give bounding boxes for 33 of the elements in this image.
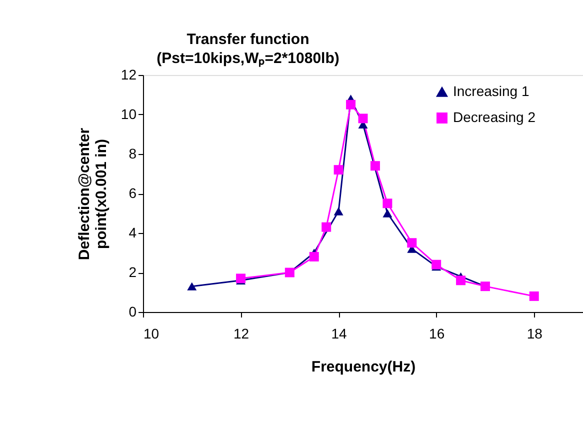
y-tick-label: 12 bbox=[120, 66, 137, 82]
x-tick-label: 18 bbox=[526, 326, 543, 342]
point bbox=[236, 274, 246, 284]
x-tick-label: 10 bbox=[144, 326, 160, 342]
x-tick-label: 12 bbox=[233, 326, 250, 342]
point bbox=[334, 207, 344, 216]
legend-label: Increasing 1 bbox=[453, 83, 530, 99]
point bbox=[322, 222, 332, 232]
y-tick-label: 4 bbox=[128, 224, 137, 240]
point bbox=[382, 209, 392, 218]
point bbox=[358, 114, 368, 124]
point bbox=[407, 238, 417, 248]
legend-label: Decreasing 2 bbox=[453, 109, 536, 125]
point bbox=[529, 291, 539, 301]
point bbox=[456, 276, 466, 286]
chart-subtitle: (Pst=10kips,Wₚ=2*1080lb) bbox=[156, 50, 340, 67]
y-tick-label: 6 bbox=[128, 185, 137, 201]
x-axis-title: Frequency(Hz) bbox=[311, 358, 416, 376]
y-axis-title: Deflection@center point(x0.001 in) bbox=[76, 128, 110, 260]
point bbox=[334, 165, 344, 175]
x-tick-label: 16 bbox=[429, 326, 445, 342]
point bbox=[309, 252, 319, 262]
y-tick-label: 0 bbox=[128, 304, 137, 320]
y-tick-label: 10 bbox=[120, 106, 137, 122]
point bbox=[382, 198, 392, 208]
x-tick-label: 14 bbox=[331, 326, 348, 342]
point bbox=[432, 260, 442, 270]
point bbox=[370, 161, 380, 171]
y-tick-label: 8 bbox=[128, 146, 137, 162]
y-tick-label: 2 bbox=[128, 264, 137, 280]
point bbox=[346, 100, 356, 110]
point bbox=[187, 282, 197, 290]
chart-title: Transfer function bbox=[186, 31, 310, 48]
